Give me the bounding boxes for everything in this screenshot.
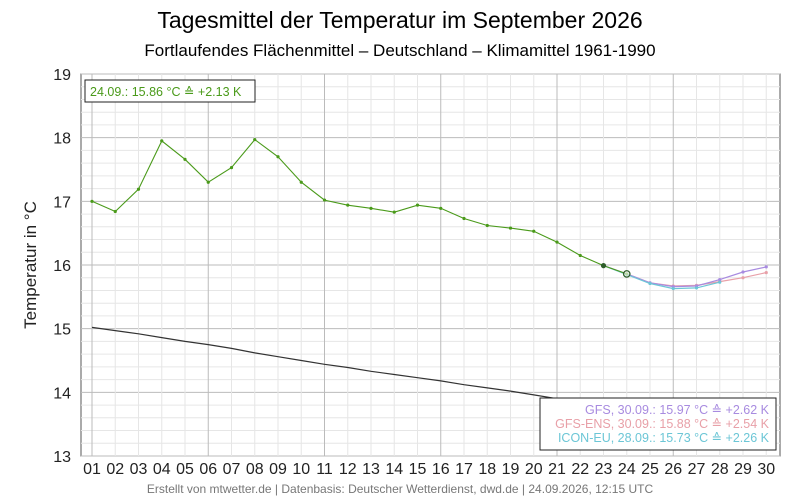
data-point-gfs — [718, 278, 722, 282]
data-point-observed — [532, 229, 536, 233]
x-tick-label: 20 — [525, 461, 543, 478]
series-line-observed — [91, 138, 627, 275]
series-line-gfs — [603, 265, 767, 288]
x-tick-label: 02 — [106, 461, 124, 478]
data-point-observed — [322, 198, 327, 202]
x-tick-label: 04 — [153, 461, 171, 478]
data-point-icon_eu — [694, 286, 699, 290]
data-point-observed — [578, 253, 582, 258]
y-tick-label: 13 — [53, 449, 71, 466]
x-tick-label: 16 — [432, 461, 450, 478]
x-tick-label: 15 — [409, 461, 427, 478]
y-tick-label: 17 — [53, 194, 71, 211]
data-point-observed — [369, 206, 373, 210]
data-point-observed — [206, 180, 210, 184]
data-point-observed — [276, 155, 280, 159]
x-tick-label: 08 — [246, 461, 264, 478]
x-tick-label: 11 — [316, 461, 333, 478]
data-point-gfs — [764, 265, 768, 269]
data-point-observed — [392, 210, 396, 214]
top-annotation-box: 24.09.: 15.86 °C ≙ +2.13 K — [84, 79, 256, 103]
x-tick-label: 14 — [385, 461, 403, 478]
x-tick-label: 07 — [223, 461, 241, 478]
data-point-observed — [90, 199, 94, 203]
data-point-observed — [229, 165, 234, 170]
data-point-icon_eu — [648, 281, 652, 286]
x-tick-label: 03 — [130, 461, 148, 478]
legend-box — [539, 397, 777, 451]
x-tick-label: 26 — [664, 461, 682, 478]
legend-entry-gfs-ens: GFS-ENS, 30.09.: 15.88 °C ≙ +2.54 K — [555, 417, 770, 431]
legend-entry-gfs: GFS, 30.09.: 15.97 °C ≙ +2.62 K — [585, 403, 770, 417]
data-point-gfs_ens — [741, 276, 745, 280]
data-point-observed — [113, 209, 117, 214]
x-tick-label: 05 — [176, 461, 194, 478]
data-point-observed — [508, 226, 513, 230]
data-point-observed — [136, 187, 141, 191]
data-point-gfs_ens — [764, 271, 768, 275]
x-tick-label: 29 — [734, 461, 752, 478]
y-tick-label: 16 — [53, 258, 71, 275]
x-tick-label: 24 — [618, 461, 636, 478]
y-tick-label: 15 — [53, 322, 71, 339]
x-tick-label: 18 — [478, 461, 496, 478]
x-tick-label: 12 — [339, 461, 357, 478]
x-tick-label: 27 — [688, 461, 706, 478]
y-axis-label: Temperatur in °C — [21, 201, 40, 329]
x-tick-label: 10 — [292, 461, 310, 478]
data-point-observed — [439, 206, 443, 210]
grid — [81, 73, 780, 457]
x-tick-label: 19 — [502, 461, 520, 478]
y-tick-label: 18 — [53, 131, 71, 148]
legend: GFS, 30.09.: 15.97 °C ≙ +2.62 K GFS-ENS,… — [539, 397, 777, 451]
data-point-gfs — [741, 270, 745, 274]
data-point-icon_eu — [718, 280, 722, 284]
data-point-observed — [415, 203, 420, 207]
data-point-observed — [462, 216, 466, 221]
data-point-observed — [183, 157, 187, 161]
x-tick-label: 01 — [83, 461, 101, 478]
legend-entry-icon-eu: ICON-EU, 28.09.: 15.73 °C ≙ +2.26 K — [558, 431, 770, 445]
x-tick-label: 09 — [269, 461, 287, 478]
x-tick-label: 17 — [455, 461, 473, 478]
x-tick-label: 21 — [548, 461, 566, 478]
current-point-marker — [622, 270, 631, 278]
data-point-observed — [555, 240, 559, 244]
forecast-start-marker — [600, 263, 607, 269]
credit-line: Erstellt von mtwetter.de | Datenbasis: D… — [147, 482, 654, 496]
data-point-observed — [299, 180, 303, 184]
x-tick-label: 28 — [711, 461, 729, 478]
x-tick-label: 23 — [595, 461, 613, 478]
chart-title: Tagesmittel der Temperatur im September … — [157, 7, 642, 33]
data-point-observed — [253, 137, 257, 142]
data-point-icon_eu — [671, 286, 675, 291]
x-axis-ticks: 01 02 03 04 05 06 07 08 09 10 11 12 13 14 15 16 17 18 19 20… — [83, 461, 775, 478]
data-point-observed — [346, 203, 350, 207]
x-tick-label: 25 — [641, 461, 659, 478]
y-tick-label: 14 — [53, 385, 71, 402]
y-axis-ticks: 13 14 15 16 17 18 19 — [53, 67, 71, 466]
chart-subtitle: Fortlaufendes Flächenmittel – Deutschlan… — [144, 41, 655, 60]
x-tick-label: 06 — [199, 461, 217, 478]
x-tick-label: 22 — [571, 461, 589, 478]
top-annotation-text: 24.09.: 15.86 °C ≙ +2.13 K — [90, 85, 242, 99]
y-tick-label: 19 — [53, 67, 71, 84]
data-point-observed — [160, 139, 164, 143]
data-point-observed — [485, 223, 489, 228]
x-tick-label: 13 — [362, 461, 380, 478]
x-tick-label: 30 — [757, 461, 775, 478]
